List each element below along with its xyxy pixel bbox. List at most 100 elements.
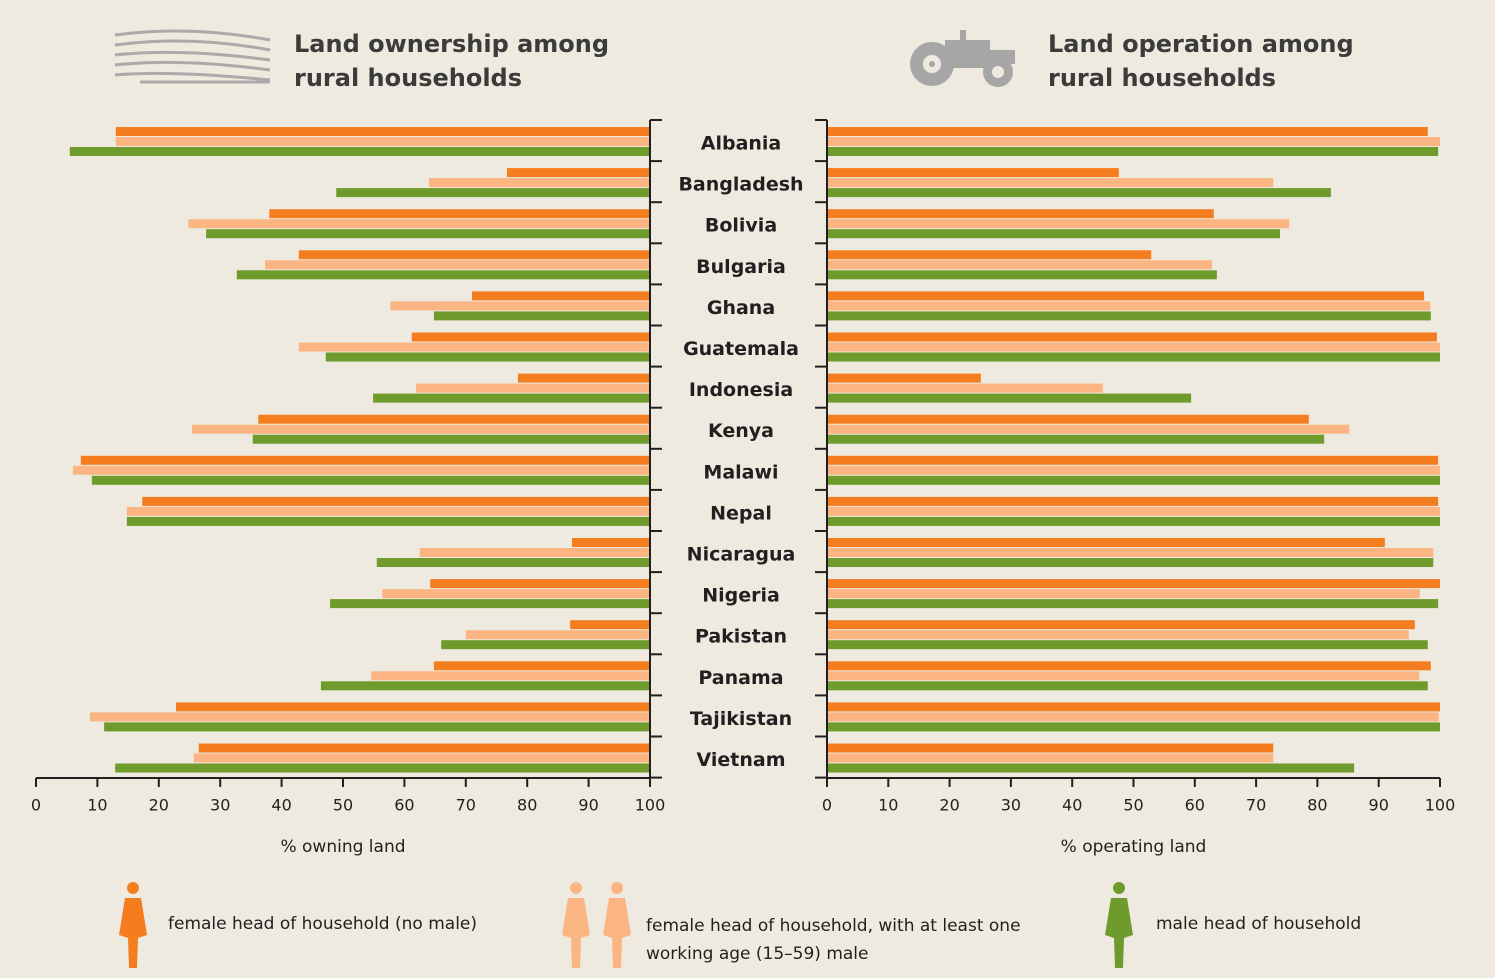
bar <box>827 260 1212 270</box>
bar <box>827 475 1440 485</box>
category-label: Vietnam <box>697 749 786 771</box>
legend-icon <box>119 882 147 968</box>
bar <box>827 414 1309 424</box>
category-label: Albania <box>701 133 782 155</box>
category-label: Pakistan <box>695 626 787 648</box>
bar <box>465 630 650 640</box>
icon-body <box>603 898 631 968</box>
x-tick-label: 0 <box>822 796 832 815</box>
legend-icon <box>562 882 590 968</box>
bar <box>411 332 650 342</box>
bar <box>252 434 650 444</box>
bar <box>827 538 1385 547</box>
category-label: Bangladesh <box>678 174 803 196</box>
bar <box>827 342 1440 352</box>
bar <box>827 332 1437 342</box>
category-label: Guatemala <box>683 338 799 360</box>
bar <box>827 383 1103 393</box>
bar <box>827 352 1440 362</box>
icon-body <box>562 898 590 968</box>
x-tick-label: 60 <box>394 796 414 815</box>
bar <box>827 620 1415 630</box>
bar <box>198 743 650 753</box>
bar <box>430 579 650 589</box>
bar <box>827 219 1290 229</box>
bar <box>373 393 650 403</box>
bar <box>827 424 1350 434</box>
bar <box>175 702 650 712</box>
bar <box>298 250 650 260</box>
x-tick-label: 100 <box>1425 796 1456 815</box>
bar <box>265 260 650 270</box>
bar <box>419 548 650 557</box>
bar <box>827 516 1440 526</box>
icon-body <box>119 898 147 968</box>
bar <box>827 178 1274 188</box>
legend-label: female head of household, with at least … <box>646 916 1021 964</box>
bar <box>827 681 1428 691</box>
bar <box>827 373 981 383</box>
bar <box>827 301 1431 311</box>
x-tick-label: 50 <box>333 796 353 815</box>
x-tick-label: 80 <box>517 796 537 815</box>
bar <box>91 475 650 485</box>
x-tick-label: 70 <box>456 796 476 815</box>
bar <box>236 270 650 280</box>
bar <box>126 506 650 516</box>
bar <box>80 455 650 465</box>
bar <box>517 373 650 383</box>
bar <box>330 599 650 609</box>
bar <box>827 506 1440 516</box>
bar <box>416 383 650 393</box>
bar <box>827 188 1331 198</box>
x-tick-label: 30 <box>1001 796 1021 815</box>
icon-head <box>127 882 139 894</box>
x-tick-label: 100 <box>635 796 666 815</box>
bar <box>90 712 651 722</box>
x-tick-label: 10 <box>878 796 898 815</box>
bar <box>827 753 1274 763</box>
x-tick-label: 80 <box>1307 796 1327 815</box>
bar <box>827 579 1440 589</box>
bar <box>827 465 1440 475</box>
x-tick-label: 10 <box>87 796 107 815</box>
bar <box>827 434 1325 444</box>
category-label: Nicaragua <box>687 544 796 566</box>
bar <box>325 352 650 362</box>
legend-label: female head of household (no male) <box>168 914 478 934</box>
legend-icon <box>603 882 631 968</box>
bar <box>142 496 651 506</box>
icon-head <box>570 882 582 894</box>
bar <box>827 743 1274 753</box>
bar <box>72 465 651 475</box>
bar <box>115 127 650 136</box>
category-label: Tajikistan <box>690 708 792 730</box>
bar <box>390 301 650 311</box>
bar <box>506 168 650 178</box>
bar <box>827 712 1439 722</box>
bar <box>191 424 650 434</box>
icon-head <box>1113 882 1125 894</box>
bar <box>433 311 650 321</box>
bar <box>827 496 1439 506</box>
x-tick-label: 20 <box>939 796 959 815</box>
category-label: Indonesia <box>689 379 793 401</box>
bar <box>115 763 651 773</box>
bar <box>827 311 1431 321</box>
bar <box>827 558 1434 567</box>
bar <box>827 702 1440 712</box>
bar <box>827 599 1439 609</box>
x-tick-label: 30 <box>210 796 230 815</box>
bar <box>827 209 1214 219</box>
x-tick-label: 40 <box>1062 796 1082 815</box>
bar <box>376 558 650 567</box>
bar <box>827 168 1119 178</box>
bar <box>570 620 650 630</box>
bar <box>371 671 650 681</box>
category-label: Bolivia <box>705 215 777 237</box>
legend-icon <box>1105 882 1133 968</box>
bar <box>206 229 650 239</box>
tractor-icon <box>910 30 1015 87</box>
